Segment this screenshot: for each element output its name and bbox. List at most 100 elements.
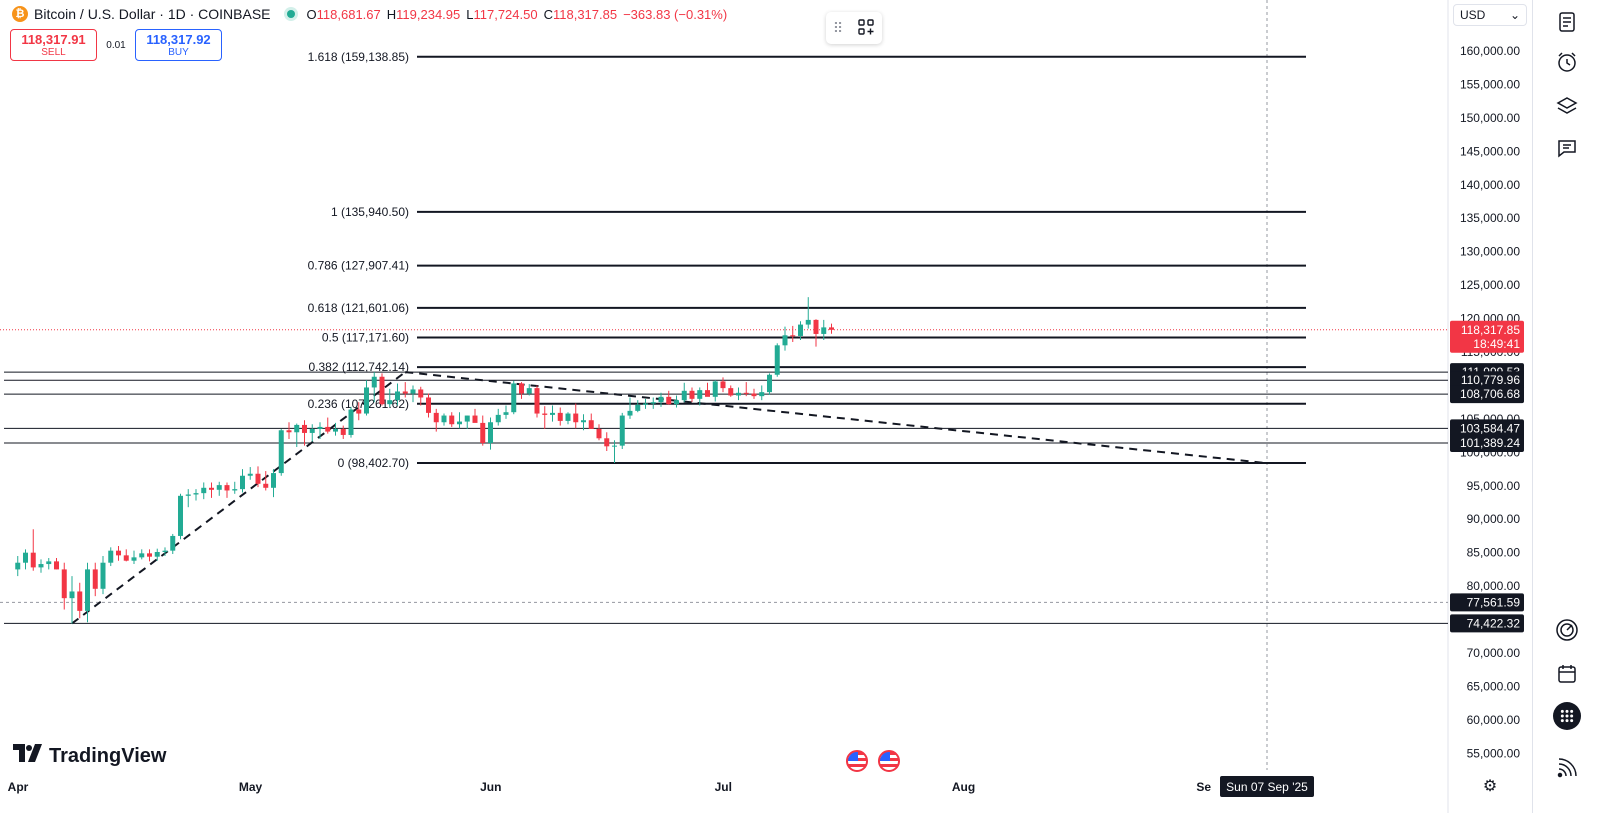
chevron-down-icon: ⌄ — [1509, 8, 1520, 22]
trade-panel: 118,317.91 SELL 0.01 118,317.92 BUY — [10, 29, 222, 61]
candle-body — [371, 376, 377, 388]
price-tick-label: 55,000.00 — [1467, 746, 1521, 760]
signal-stream-icon[interactable] — [1553, 754, 1581, 782]
candle-body — [209, 487, 214, 490]
price-tick-label: 155,000.00 — [1460, 77, 1520, 91]
candle-body — [581, 420, 586, 423]
candle-body — [402, 391, 408, 394]
level-price-tag-bg — [1450, 434, 1524, 453]
fib-level-label: 0.382 (112,742.14) — [308, 360, 409, 374]
candle-body — [340, 428, 346, 435]
level-price-tag-bg — [1450, 371, 1524, 390]
add-widget-icon[interactable] — [857, 18, 875, 39]
candle-body — [54, 561, 59, 570]
candle-body — [356, 409, 362, 414]
price-tick-label: 95,000.00 — [1467, 479, 1521, 493]
candle-body — [480, 422, 486, 443]
tradingview-logo-icon — [13, 744, 43, 768]
candle-body — [681, 390, 687, 401]
drag-handle-icon[interactable]: ⠿ — [832, 19, 844, 36]
candle-body — [519, 383, 524, 394]
candle-body — [418, 389, 424, 398]
candle-body — [387, 400, 393, 405]
candle-body — [573, 413, 579, 423]
candle-body — [488, 422, 493, 443]
candle-body — [123, 555, 129, 561]
candle-body — [503, 412, 509, 415]
candle-body — [240, 475, 245, 490]
chat-icon[interactable] — [1553, 134, 1581, 162]
candle-body — [294, 424, 300, 433]
market-status-icon[interactable] — [286, 10, 295, 18]
candle-body — [472, 415, 478, 423]
symbol-title[interactable]: Bitcoin / U.S. Dollar · 1D · COINBASE — [34, 6, 271, 22]
dashed-trendline — [71, 371, 406, 625]
fib-level-label: 0 (98,402.70) — [338, 456, 409, 470]
level-price-tag: 103,584.47 — [1460, 421, 1520, 435]
candle-body — [139, 553, 145, 558]
price-tick-label: 85,000.00 — [1467, 546, 1521, 560]
us-flag-icon[interactable] — [878, 750, 900, 772]
candle-body — [449, 415, 455, 425]
price-tick-label: 145,000.00 — [1460, 144, 1520, 158]
candle-body — [790, 335, 796, 337]
time-tick-label: Aug — [952, 780, 975, 794]
candle-body — [224, 485, 230, 491]
candle-body — [154, 552, 160, 557]
calendar-icon[interactable] — [1553, 660, 1581, 688]
candle-body — [216, 485, 222, 490]
candle-body — [728, 388, 734, 396]
candle-body — [495, 414, 501, 423]
candle-body — [712, 381, 718, 397]
candle-body — [333, 428, 338, 432]
buy-button[interactable]: 118,317.92 BUY — [135, 29, 222, 61]
gear-icon[interactable]: ⚙ — [1482, 778, 1498, 795]
time-tick-label: Jul — [715, 780, 732, 794]
candle-body — [61, 569, 67, 599]
candle-body — [426, 397, 431, 413]
target-icon[interactable] — [1553, 616, 1581, 644]
candle-body — [23, 552, 28, 563]
candle-body — [108, 550, 114, 563]
time-tick-label: Se — [1196, 780, 1211, 794]
candle-body — [689, 390, 695, 399]
candle-body — [464, 415, 470, 422]
candle-body — [69, 591, 75, 599]
candle-body — [441, 415, 447, 423]
sell-button[interactable]: 118,317.91 SELL — [10, 29, 97, 61]
candle-body — [201, 487, 207, 494]
candle-body — [604, 438, 610, 447]
level-price-tag: 110,779.96 — [1461, 373, 1520, 387]
alarm-clock-icon[interactable] — [1553, 48, 1581, 76]
candle-body — [232, 489, 238, 491]
candle-body — [178, 495, 183, 536]
watchlist-icon[interactable] — [1553, 8, 1581, 36]
candle-body — [697, 390, 703, 399]
candle-body — [92, 569, 98, 589]
level-price-tag: 108,706.68 — [1460, 387, 1520, 401]
time-tick-label: Jun — [480, 780, 501, 794]
candle-body — [433, 412, 439, 423]
fib-level-label: 0.786 (127,907.41) — [308, 259, 409, 273]
tradingview-logo[interactable]: TradingView — [13, 744, 166, 768]
candle-body — [170, 535, 176, 551]
last-price-tag-bg — [1450, 320, 1524, 353]
candle-body — [278, 430, 284, 474]
price-tick-label: 60,000.00 — [1467, 713, 1521, 727]
us-flag-icon[interactable] — [846, 750, 868, 772]
price-tick-label: 140,000.00 — [1460, 178, 1520, 192]
candle-body — [666, 396, 672, 405]
layers-icon[interactable] — [1553, 92, 1581, 120]
last-price-tag-countdown: 18:49:41 — [1473, 337, 1520, 351]
fib-level-label: 0.618 (121,601.06) — [308, 301, 409, 315]
apps-grid-icon[interactable] — [1553, 702, 1581, 730]
candle-body — [309, 428, 315, 433]
ohlc-values: O118,681.67 H119,234.95 L117,724.50 C118… — [306, 6, 728, 22]
candle-body — [348, 409, 354, 435]
candle-body — [743, 392, 749, 394]
currency-select[interactable]: USD ⌄ — [1453, 4, 1527, 26]
candle-body — [302, 424, 307, 433]
candle-body — [767, 374, 772, 393]
